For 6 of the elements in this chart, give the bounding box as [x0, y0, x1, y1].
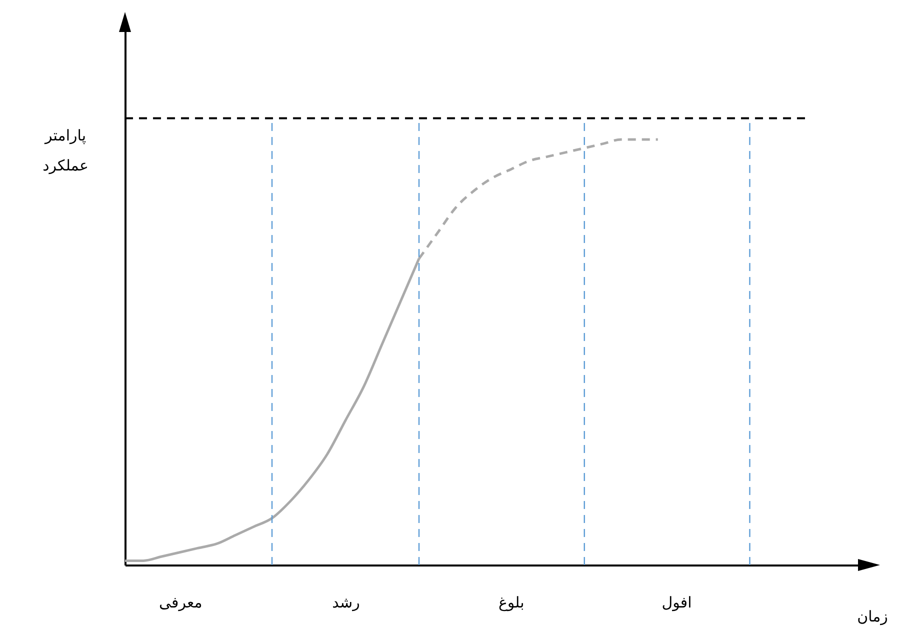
x-tick-label: رشد — [332, 594, 360, 612]
y-axis-title: پارامتر عملکرد — [42, 126, 88, 174]
x-tick-label: افول — [662, 594, 692, 612]
x-axis-title: زمان — [857, 608, 888, 626]
x-tick-label: معرفی — [159, 594, 202, 612]
x-tick-label: بلوغ — [498, 594, 524, 612]
